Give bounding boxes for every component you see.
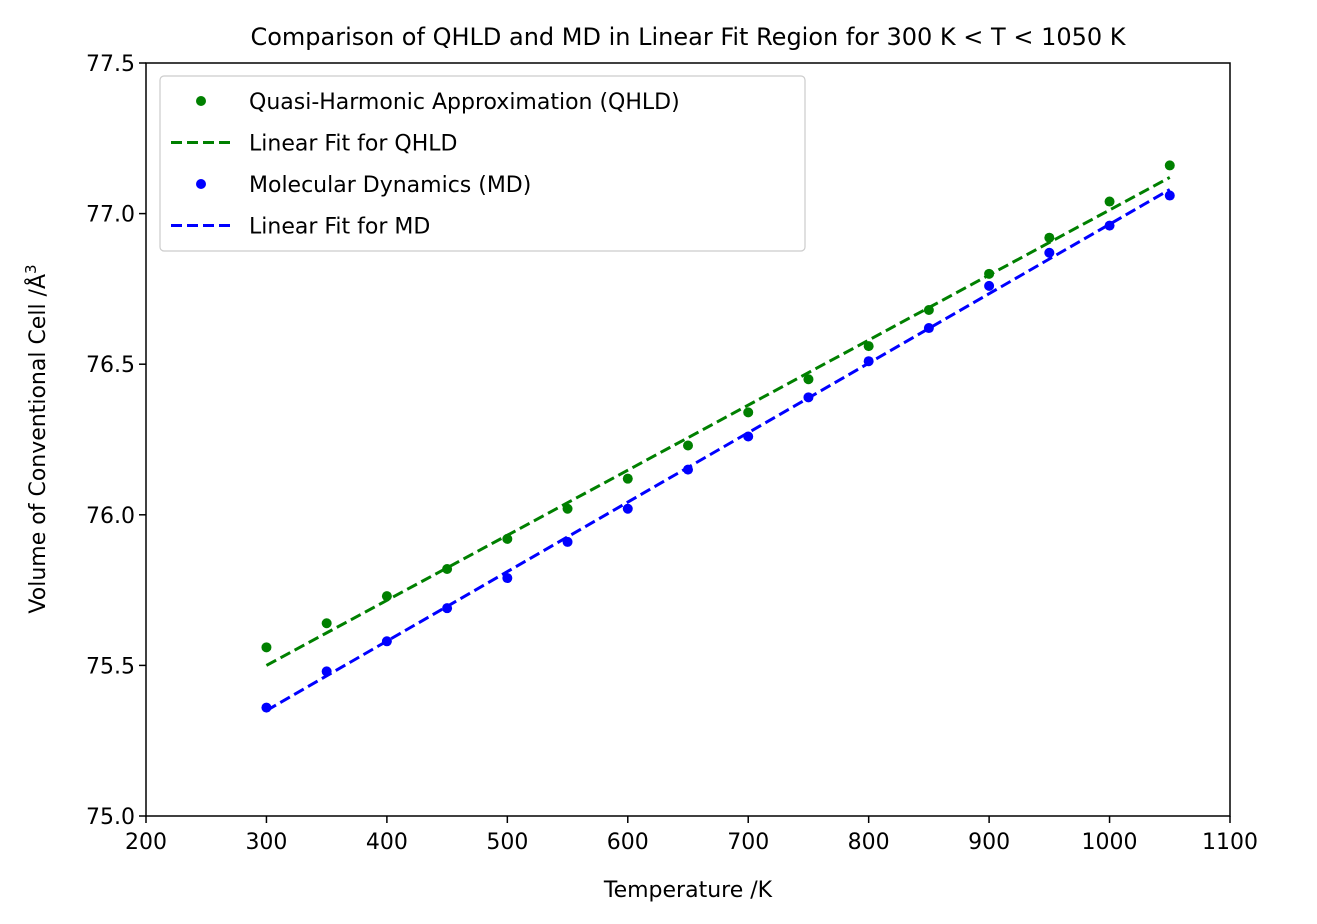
x-tick-label: 800 [848,830,890,855]
data-point-series-0 [923,304,934,315]
y-axis-label: Volume of Conventional Cell /Å3 [22,264,51,613]
chart-title: Comparison of QHLD and MD in Linear Fit … [250,23,1126,51]
legend: Quasi-Harmonic Approximation (QHLD) Linea… [159,75,806,252]
y-tick-label: 76.0 [86,504,135,529]
x-tick-label: 600 [607,830,649,855]
series-line-1 [265,176,1171,667]
data-point-series-2 [261,702,272,713]
x-axis-label: Temperature /K [603,878,773,903]
data-point-series-2 [863,356,874,367]
x-tick-label: 1100 [1202,830,1258,855]
x-tick-label: 700 [727,830,769,855]
legend-label: Molecular Dynamics (MD) [249,173,531,198]
y-tick-label: 77.0 [86,203,135,228]
x-tick-label: 300 [245,830,287,855]
data-point-series-0 [502,533,513,544]
data-point-series-2 [442,603,453,614]
data-point-series-0 [442,564,453,575]
x-axis-ticks: 200 300 400 500 600 700 800 900 1000 1100 [125,816,1258,855]
y-tick-label: 76.5 [86,353,135,378]
data-point-series-0 [321,618,332,629]
legend-point-marker [196,179,206,189]
data-point-series-2 [923,323,934,334]
data-point-series-0 [562,503,573,514]
y-axis-label-text: Volume of Conventional Cell /Å [24,274,51,614]
data-point-series-2 [502,573,513,584]
legend-label: Linear Fit for QHLD [249,132,457,157]
plot-area [261,160,1175,713]
data-point-series-0 [1044,232,1055,243]
y-tick-label: 75.0 [86,805,135,830]
data-point-series-0 [863,341,874,352]
data-point-series-2 [321,666,332,677]
data-point-series-2 [381,636,392,647]
data-point-series-0 [803,374,814,385]
legend-items: Quasi-Harmonic Approximation (QHLD) Linea… [171,90,680,240]
data-point-series-0 [261,642,272,653]
plot-frame [145,62,1231,817]
data-point-series-2 [803,392,814,403]
data-point-series-2 [1104,220,1115,231]
data-point-series-0 [1104,196,1115,207]
data-point-series-2 [984,280,995,291]
series-lines [265,176,1171,712]
data-point-series-2 [683,464,693,475]
series-line-3 [265,188,1171,712]
data-point-series-2 [1164,190,1175,201]
x-tick-label: 400 [366,830,408,855]
y-axis-ticks: 75.0 75.5 76.0 76.5 77.0 77.5 [86,52,146,830]
data-point-series-0 [622,473,633,484]
data-point-series-0 [1164,160,1175,171]
x-tick-label: 1000 [1082,830,1138,855]
x-tick-label: 200 [125,830,167,855]
data-point-series-2 [1044,247,1055,258]
legend-label: Linear Fit for MD [249,215,430,240]
data-point-series-0 [683,440,693,451]
x-tick-label: 900 [968,830,1010,855]
data-point-series-0 [743,407,754,418]
y-tick-label: 77.5 [86,52,135,77]
x-tick-label: 500 [486,830,528,855]
y-axis-label-superscript: 3 [22,264,40,274]
data-point-series-0 [381,591,392,602]
series-points [261,160,1175,713]
y-tick-label: 75.5 [86,654,135,679]
legend-label: Quasi-Harmonic Approximation (QHLD) [249,90,680,115]
legend-point-marker [196,96,206,106]
data-point-series-2 [562,536,573,547]
data-point-series-0 [984,268,995,279]
data-point-series-2 [743,431,754,442]
data-point-series-2 [622,503,633,514]
legend-box [159,75,806,252]
